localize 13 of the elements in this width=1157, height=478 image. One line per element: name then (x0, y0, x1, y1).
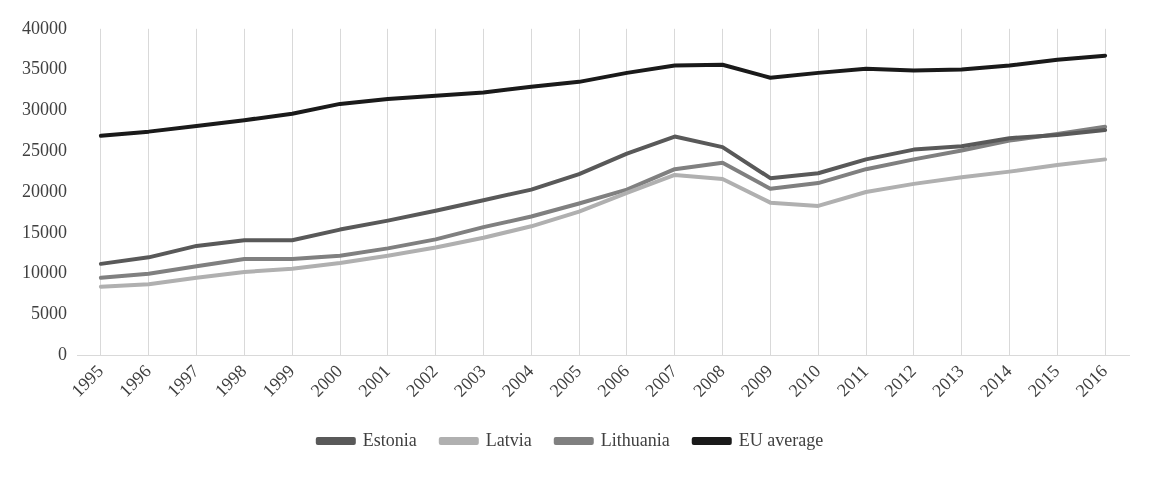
legend-label: Estonia (362, 429, 417, 450)
y-tick-label: 25000 (22, 139, 67, 160)
y-tick-label: 5000 (31, 303, 67, 324)
legend-label: Lithuania (600, 429, 670, 450)
y-tick-label: 0 (58, 344, 67, 365)
y-tick-label: 20000 (22, 180, 67, 201)
y-tick-label: 40000 (22, 17, 67, 38)
y-tick-label: 35000 (22, 58, 67, 79)
y-tick-label: 15000 (22, 221, 67, 242)
y-tick-label: 10000 (22, 262, 67, 283)
legend-label: EU average (738, 429, 824, 450)
legend-label: Latvia (485, 429, 532, 450)
y-tick-label: 30000 (22, 99, 67, 120)
